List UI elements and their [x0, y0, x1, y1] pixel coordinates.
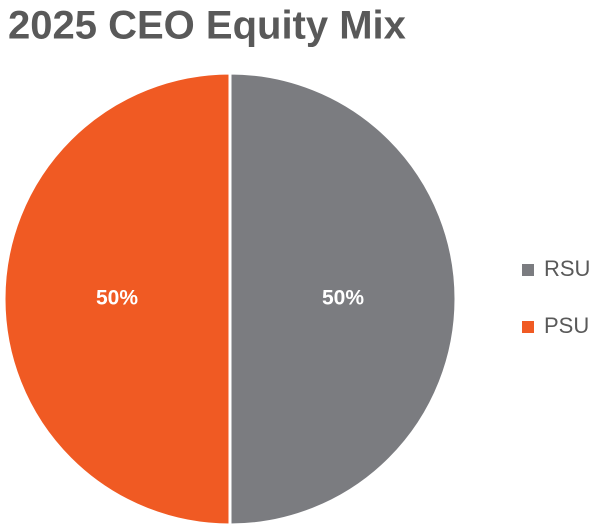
data-label: 50% — [322, 287, 364, 310]
legend-label: PSU — [544, 313, 589, 338]
pie-slice — [2, 71, 232, 527]
data-label: 50% — [96, 287, 138, 310]
pie-slice — [228, 71, 458, 527]
legend-label: RSU — [544, 256, 590, 281]
chart-title: 2025 CEO Equity Mix — [8, 4, 406, 48]
legend-swatch — [522, 321, 534, 333]
legend-swatch — [522, 264, 534, 276]
